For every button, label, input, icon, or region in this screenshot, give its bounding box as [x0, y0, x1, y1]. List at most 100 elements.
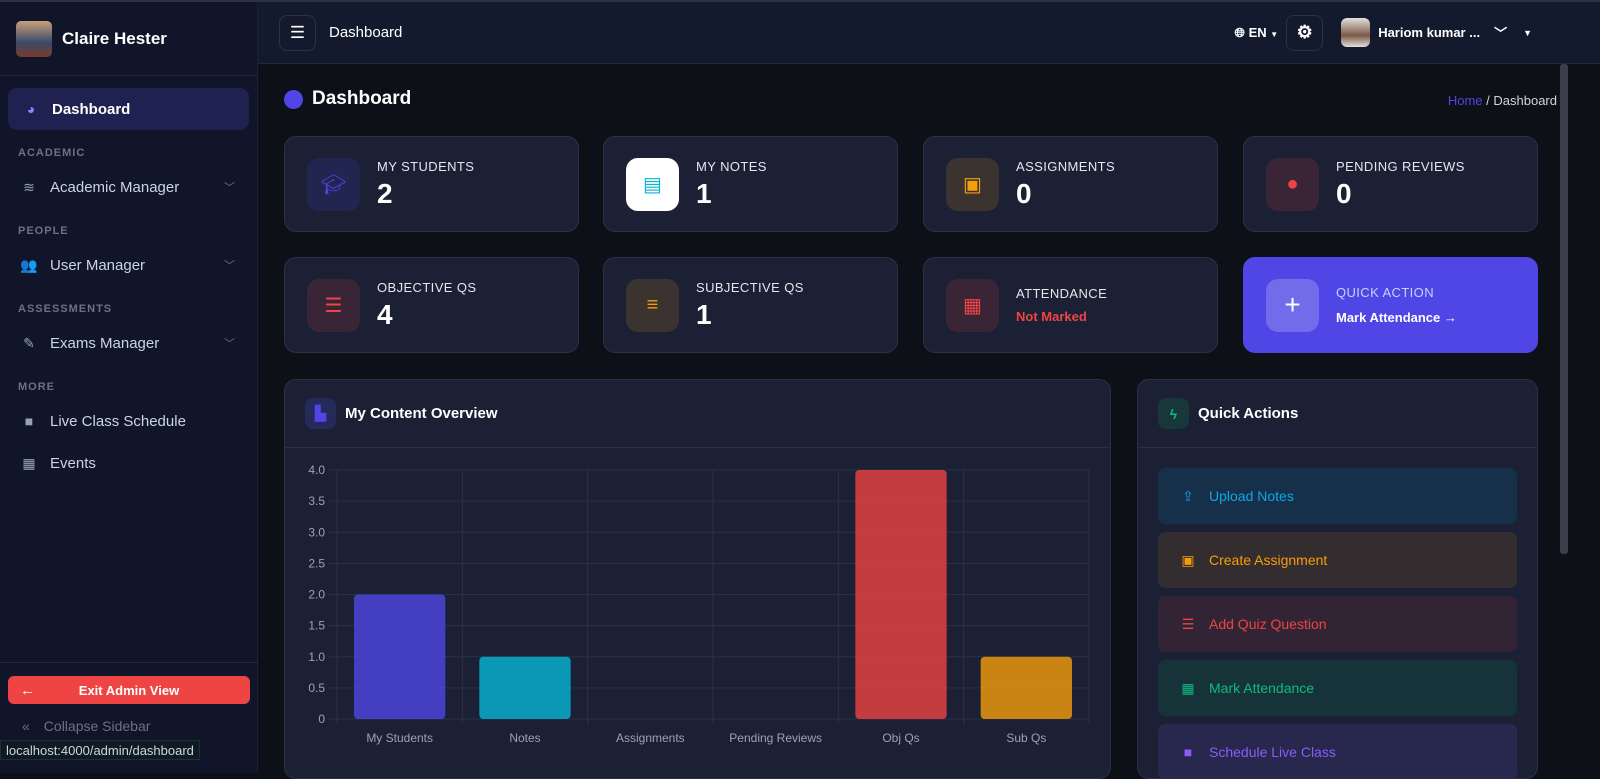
card-label: MY NOTES: [696, 158, 767, 174]
menu-toggle-button[interactable]: ☰: [279, 14, 316, 51]
stat-card: ☰ OBJECTIVE QS 4: [284, 257, 579, 353]
card-value: 1: [696, 177, 712, 209]
panel-title: My Content Overview: [345, 405, 498, 422]
card-value: 2: [377, 177, 393, 209]
mark-attendance-link[interactable]: Mark Attendance →: [1336, 310, 1457, 325]
gear-icon: ⚙: [1296, 22, 1313, 42]
stat-card: ≡ SUBJECTIVE QS 1: [603, 257, 898, 353]
x-tick-label: Obj Qs: [882, 731, 919, 745]
main-content: Dashboard Home / Dashboard 🎓︎ MY STUDENT…: [258, 64, 1560, 779]
globe-icon: 🌐︎: [1234, 24, 1245, 40]
card-label: ATTENDANCE: [1016, 286, 1108, 301]
card-value: 0: [1016, 177, 1032, 209]
gauge-icon: ◕: [26, 101, 36, 117]
student-icon: 🎓︎: [307, 157, 360, 211]
sidebar-item-label: Live Class Schedule: [50, 412, 186, 430]
quick-action-label: Mark Attendance: [1209, 680, 1315, 696]
chevron-down-icon[interactable]: ﹀: [1494, 26, 1508, 41]
y-tick-label: 2.5: [308, 556, 325, 570]
topbar: ☰ Dashboard 🌐︎ EN ▼ ⚙ Hariom kumar ... ﹀…: [258, 2, 1600, 64]
sidebar-item-label: Exams Manager: [50, 334, 160, 352]
quick-action-upload-notes[interactable]: ⇪ Upload Notes: [1158, 468, 1517, 524]
y-tick-label: 3.0: [308, 525, 325, 539]
calendar-icon: ▦: [22, 454, 36, 471]
sidebar-item-user-manager[interactable]: 👥 User Manager ﹀: [0, 244, 257, 286]
video-icon: ■: [1183, 744, 1193, 760]
file-pen-icon: ✎: [23, 334, 35, 351]
panel-title: Quick Actions: [1198, 405, 1299, 422]
x-tick-label: Sub Qs: [1006, 731, 1046, 745]
sidebar: Claire Hester ◕ Dashboard ACADEMIC ≋ Acade…: [0, 2, 258, 773]
user-name[interactable]: Hariom kumar ...: [1378, 25, 1481, 40]
sidebar-item-exams-manager[interactable]: ✎ Exams Manager ﹀: [0, 322, 257, 364]
quick-action-schedule-live-class[interactable]: ■ Schedule Live Class: [1158, 724, 1517, 778]
sidebar-item-live-class-schedule[interactable]: ■ Live Class Schedule: [0, 400, 257, 442]
settings-button[interactable]: ⚙: [1286, 14, 1324, 51]
stat-card: ● PENDING REVIEWS 0: [1243, 136, 1538, 232]
card-value: 1: [696, 298, 712, 330]
list-check-icon: ☰: [1181, 615, 1195, 632]
collapse-sidebar-button[interactable]: « Collapse Sidebar: [0, 718, 258, 734]
clipboard-icon: ▣: [1181, 551, 1195, 568]
section-title: PEOPLE: [18, 225, 69, 237]
sidebar-item-label: Events: [50, 454, 96, 472]
quick-action-label: Schedule Live Class: [1209, 744, 1336, 760]
quick-action-add-quiz-question[interactable]: ☰ Add Quiz Question: [1158, 596, 1517, 652]
upload-icon: ⇪: [1182, 487, 1194, 504]
x-tick-label: Pending Reviews: [729, 731, 822, 745]
calendar-check-icon: ▦: [1181, 679, 1195, 696]
file-icon: ▤: [626, 157, 679, 211]
scrollbar[interactable]: [1560, 64, 1568, 554]
y-tick-label: 2.0: [308, 588, 325, 602]
breadcrumb-current: Dashboard: [1493, 93, 1557, 108]
sidebar-item-academic-manager[interactable]: ≋ Academic Manager ﹀: [0, 166, 257, 208]
clock-icon: ●: [1266, 157, 1319, 211]
exit-label: Exit Admin View: [78, 682, 180, 698]
sidebar-item-dashboard[interactable]: ◕ Dashboard: [8, 88, 249, 130]
list-check-icon: ☰: [307, 278, 360, 332]
calendar-icon: ▦: [946, 278, 999, 332]
content-overview-chart: 0 0.5 1.0 1.5 2.0 2.5 3.0 3.5 4.0 My Students Note…: [308, 463, 1090, 745]
page-title-text: Dashboard: [312, 88, 412, 109]
content-overview-panel: ▙ My Content Overview 0 0.5 1.0 1.5 2.0 2.5 3.0…: [284, 379, 1111, 779]
quick-action-mark-attendance[interactable]: ▦ Mark Attendance: [1158, 660, 1517, 716]
breadcrumb-home[interactable]: Home: [1447, 93, 1483, 108]
chart-bar-icon: ▙: [305, 398, 336, 429]
y-tick-label: 1.0: [308, 650, 325, 664]
y-tick-label: 3.5: [308, 494, 325, 508]
layers-icon: ≋: [23, 178, 35, 195]
status-bar-url: localhost:4000/admin/dashboard: [0, 740, 200, 760]
bar-notes: [479, 656, 571, 719]
video-icon: ■: [24, 413, 34, 429]
quick-actions-panel: ϟ Quick Actions ⇪ Upload Notes ▣ Create Assi…: [1137, 379, 1538, 779]
user-avatar[interactable]: [1341, 18, 1371, 47]
bar-sub-qs: [980, 656, 1072, 719]
quick-action-create-assignment[interactable]: ▣ Create Assignment: [1158, 532, 1517, 588]
card-label: SUBJECTIVE QS: [696, 279, 804, 295]
y-tick-label: 0.5: [308, 681, 325, 695]
y-tick-label: 4.0: [308, 463, 325, 477]
exit-admin-view-button[interactable]: ← Exit Admin View: [8, 676, 250, 704]
bar-obj-qs: [855, 470, 947, 719]
quick-action-card[interactable]: + QUICK ACTION Mark Attendance →: [1243, 257, 1538, 353]
card-label: MY STUDENTS: [377, 158, 475, 174]
chevron-down-icon: ﹀: [224, 338, 235, 350]
sidebar-item-label: Dashboard: [52, 100, 131, 118]
avatar: [16, 20, 52, 57]
page-title: Dashboard: [284, 88, 411, 110]
align-left-icon: ≡: [626, 278, 679, 332]
card-label: QUICK ACTION: [1336, 285, 1434, 300]
caret-down-icon[interactable]: ▼: [1523, 27, 1532, 38]
topbar-title: Dashboard: [329, 24, 403, 41]
sidebar-item-events[interactable]: ▦ Events: [0, 442, 257, 484]
users-icon: 👥: [20, 256, 38, 273]
quick-action-label: Upload Notes: [1209, 488, 1294, 504]
card-label: PENDING REVIEWS: [1336, 158, 1465, 174]
card-value: 4: [377, 298, 393, 330]
language-selector[interactable]: 🌐︎ EN ▼: [1235, 25, 1279, 41]
stat-card: ▣ ASSIGNMENTS 0: [923, 136, 1218, 232]
stat-card: ▦ ATTENDANCE Not Marked: [923, 257, 1218, 353]
sidebar-brand: Claire Hester: [0, 2, 257, 76]
x-tick-label: Assignments: [616, 731, 685, 745]
card-value: 0: [1336, 177, 1352, 209]
